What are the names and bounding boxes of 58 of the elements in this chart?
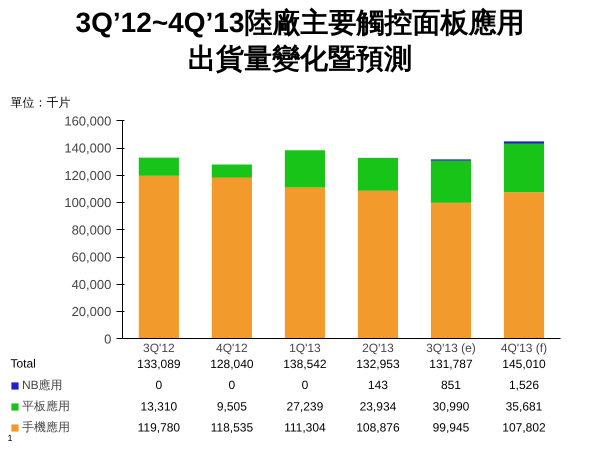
legend-label: NB應用 [22, 377, 63, 394]
bar [430, 202, 472, 339]
y-tick-label: 20,000 [72, 304, 112, 320]
data-label: 99,945 [432, 420, 470, 435]
bar [212, 164, 252, 178]
total-label: 145,010 [502, 356, 546, 371]
y-tick-label: 40,000 [72, 276, 112, 292]
y-tick-label: 100,000 [64, 195, 112, 210]
y-tick-label: 80,000 [72, 222, 112, 238]
total-label: 128,040 [210, 356, 254, 371]
data-label: 23,934 [360, 399, 397, 414]
y-tick-label: 160,000 [64, 113, 112, 128]
data-label: 108,876 [356, 420, 400, 435]
bar [504, 192, 544, 339]
total-label: 138,542 [283, 356, 327, 371]
y-tick-label: 140,000 [64, 140, 112, 156]
bar [138, 158, 179, 176]
text: 1 [8, 432, 13, 443]
x-tick-label: 4Q'12 [216, 340, 248, 355]
total-label: 132,953 [356, 356, 400, 371]
data-label: 143 [368, 378, 388, 392]
y-tick-label: 60,000 [72, 250, 112, 265]
x-tick-label: 4Q'13 (f) [500, 340, 548, 355]
data-label: 27,239 [286, 399, 324, 414]
bar [284, 150, 325, 188]
data-label: 0 [156, 378, 163, 392]
data-label: 1,526 [508, 378, 540, 392]
legend-label: 手機應用 [22, 419, 70, 436]
data-label: 30,990 [432, 399, 470, 414]
legend-label: 平板應用 [22, 398, 70, 415]
x-tick-label: 1Q'13 [289, 340, 322, 355]
y-tick-label: 120,000 [64, 168, 112, 183]
data-label: 0 [228, 378, 236, 392]
data-label: 851 [440, 378, 462, 392]
data-label: 119,780 [138, 420, 180, 435]
y-tick-label: 0 [104, 331, 112, 346]
bar [358, 158, 398, 191]
total-label: 131,787 [429, 356, 473, 371]
data-label: 118,535 [210, 420, 254, 435]
bar [430, 160, 472, 203]
total-label: 133,089 [137, 356, 181, 371]
data-label: 107,802 [502, 420, 546, 435]
data-label: 111,304 [284, 420, 326, 435]
x-tick-label: 2Q'13 [362, 340, 394, 355]
bar [138, 176, 179, 339]
data-label: 35,681 [506, 399, 543, 414]
bar [284, 187, 325, 339]
data-label: 9,505 [216, 399, 248, 414]
bar [212, 177, 252, 339]
y-axis-title: 單位：千片 [10, 96, 70, 110]
x-tick-label: 3Q'12 [143, 340, 176, 355]
chart-title: 3Q’12~4Q’13陸廠主要觸控面板應用出貨量變化暨預測 [74, 6, 526, 76]
data-label: 0 [302, 378, 309, 392]
bar [504, 143, 544, 192]
text: Total [10, 356, 36, 370]
x-tick-label: 3Q'13 (e) [426, 340, 476, 355]
bar [358, 190, 398, 339]
data-label: 13,310 [140, 399, 178, 414]
